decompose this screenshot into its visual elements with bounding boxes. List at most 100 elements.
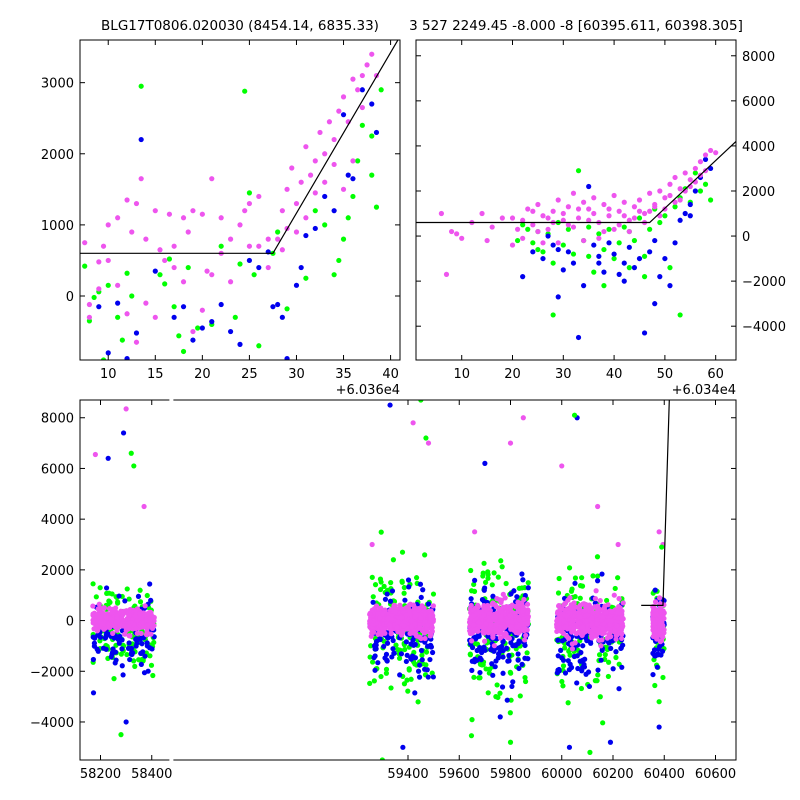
data-point: [657, 188, 663, 194]
data-point: [138, 83, 144, 89]
data-point: [140, 624, 146, 630]
data-point: [656, 699, 662, 705]
data-point: [370, 659, 376, 665]
data-point: [382, 596, 389, 602]
data-point: [615, 609, 622, 615]
data-point: [567, 652, 573, 658]
data-point: [125, 645, 132, 651]
data-point: [605, 673, 611, 680]
data-point: [662, 213, 668, 219]
data-point: [563, 624, 569, 630]
data-point: [647, 226, 653, 232]
data-point: [237, 341, 243, 347]
data-point: [92, 635, 98, 641]
data-point: [126, 622, 132, 628]
data-point: [605, 602, 611, 608]
data-point: [122, 598, 128, 604]
data-point: [312, 208, 318, 214]
data-point: [392, 608, 399, 615]
data-point: [416, 634, 422, 640]
data-point: [336, 108, 342, 114]
data-point: [583, 612, 589, 618]
data-point: [166, 256, 173, 262]
data-point: [279, 314, 285, 320]
data-point: [485, 606, 491, 612]
data-point: [659, 612, 665, 618]
data-point: [652, 599, 659, 605]
data-point: [500, 604, 506, 610]
data-point: [498, 558, 504, 564]
data-point: [508, 670, 514, 676]
data-point: [422, 635, 428, 642]
data-point: [514, 237, 521, 244]
data-point: [369, 574, 375, 580]
data-point: [572, 580, 578, 586]
data-point: [596, 260, 602, 266]
data-point: [112, 660, 118, 666]
data-point: [611, 592, 617, 598]
data-point: [382, 608, 388, 614]
data-point: [594, 609, 601, 616]
data-point: [555, 294, 561, 300]
data-point: [232, 314, 238, 320]
data-point: [157, 247, 163, 253]
data-point: [350, 176, 356, 182]
data-point: [657, 274, 663, 280]
data-point: [423, 662, 429, 668]
data-point: [350, 76, 356, 82]
y-tick-label: 8000: [742, 50, 775, 65]
data-point: [381, 643, 387, 650]
data-point: [412, 661, 418, 667]
data-point: [418, 647, 425, 654]
data-point: [399, 549, 406, 555]
data-point: [472, 634, 479, 640]
data-point: [582, 656, 588, 662]
data-point: [653, 611, 659, 617]
data-point: [195, 325, 201, 331]
data-point: [384, 591, 390, 597]
data-point: [103, 646, 109, 652]
data-point: [108, 616, 114, 623]
data-point: [166, 211, 173, 217]
data-point: [143, 300, 149, 306]
data-point: [588, 633, 594, 639]
data-point: [515, 651, 521, 657]
x-offset-label: +6.034e4: [672, 383, 736, 398]
data-point: [137, 599, 144, 605]
data-point: [595, 573, 601, 579]
data-point: [557, 626, 563, 632]
y-tick-label: 8000: [41, 412, 74, 427]
data-point: [369, 541, 375, 548]
data-point: [515, 606, 521, 612]
data-point: [92, 451, 98, 458]
data-point: [498, 597, 505, 603]
data-point: [401, 623, 407, 629]
x-tick-label: 60200: [592, 767, 633, 782]
y-tick-label: 0: [742, 230, 750, 245]
x-tick-label: 59800: [490, 767, 531, 782]
data-point: [652, 301, 658, 307]
data-point: [115, 300, 121, 306]
data-point: [498, 624, 504, 630]
data-point: [90, 581, 96, 587]
data-point: [459, 235, 465, 241]
data-point: [479, 210, 485, 217]
data-point: [401, 584, 407, 591]
data-point: [656, 724, 662, 730]
data-point: [110, 630, 116, 636]
panel-bottom: 58200 58400 59400 59600 59800 60000 60200 60400…: [30, 397, 737, 782]
data-point: [127, 656, 133, 663]
data-point: [570, 260, 577, 266]
data-point: [418, 615, 424, 621]
data-point: [385, 635, 391, 641]
data-point: [641, 253, 648, 259]
panel-top-right: 10 20 30 40 50 60 −4000 −2000 0 2000 4000 6000 8000 +…: [409, 18, 786, 398]
data-point: [371, 654, 377, 661]
data-point: [388, 580, 394, 586]
data-point: [359, 87, 365, 93]
data-point: [86, 318, 93, 324]
data-point: [90, 690, 97, 696]
data-point: [497, 690, 503, 696]
data-point: [508, 697, 514, 703]
data-point: [397, 602, 403, 608]
